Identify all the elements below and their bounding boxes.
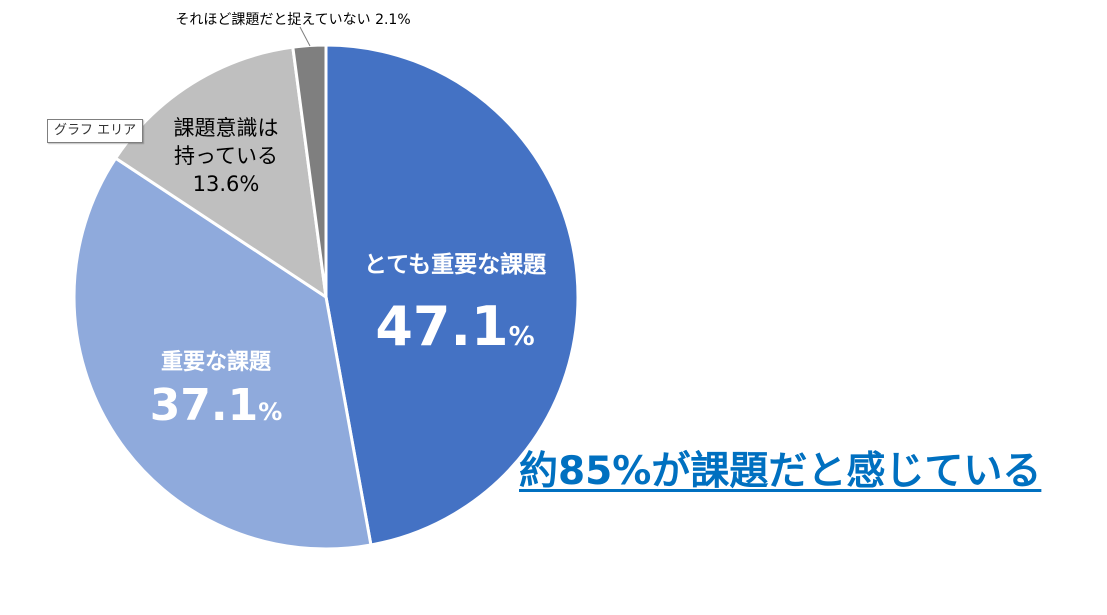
slice-label-aware-line2: 持っている <box>174 144 278 168</box>
slice-label-important: 重要な課題 <box>161 349 272 375</box>
pie-slices <box>72 43 580 551</box>
slice-label-not-issue: それほど課題だと捉えていない 2.1% <box>175 12 410 28</box>
headline-callout: 約85%が課題だと感じている <box>519 449 1042 494</box>
slice-value-number: 37.1 <box>150 380 259 431</box>
slice-value-unit: % <box>509 322 535 352</box>
slice-value-very-important: 47.1% <box>375 295 534 358</box>
slice-value-aware: 13.6% <box>193 172 260 196</box>
slice-very-important <box>324 43 580 547</box>
chart-area-tooltip: グラフ エリア <box>47 119 144 143</box>
slice-label-very-important: とても重要な課題 <box>364 251 547 278</box>
slice-value-important: 37.1% <box>150 380 283 431</box>
slice-value-number: 47.1 <box>375 295 508 358</box>
slice-label-aware-line1: 課題意識は <box>174 116 279 140</box>
leader-line <box>299 26 311 47</box>
slice-value-unit: % <box>258 398 282 426</box>
slice-important <box>72 156 373 551</box>
